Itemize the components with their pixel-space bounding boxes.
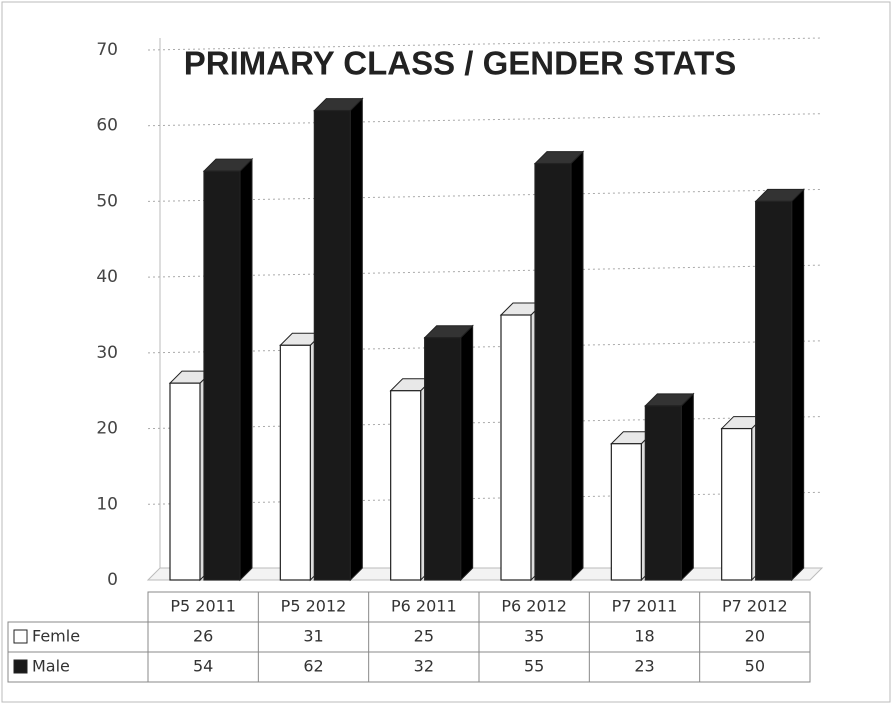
legend-label: Femle <box>32 627 80 646</box>
legend-label: Male <box>32 657 70 676</box>
table-value: 54 <box>193 657 213 676</box>
y-tick-label: 0 <box>107 570 118 590</box>
grid-line <box>147 264 823 278</box>
bar-side <box>570 150 584 582</box>
grid-line <box>147 188 823 202</box>
table-value: 62 <box>303 657 323 676</box>
table-value: 26 <box>193 627 213 646</box>
legend-swatch <box>13 629 28 644</box>
bar-side <box>460 324 474 582</box>
x-tick-label: P7 2011 <box>612 597 678 616</box>
y-tick-label: 60 <box>96 116 118 136</box>
bar-side <box>791 188 805 582</box>
bar <box>610 443 642 581</box>
x-tick-label: P7 2012 <box>722 597 788 616</box>
table-value: 50 <box>745 657 765 676</box>
bar <box>279 344 311 581</box>
y-tick-label: 50 <box>96 191 118 211</box>
table-value: 32 <box>414 657 434 676</box>
x-tick-label: P6 2011 <box>391 597 457 616</box>
bar <box>424 337 462 581</box>
table-value: 35 <box>524 627 544 646</box>
table-value: 55 <box>524 657 544 676</box>
bar <box>203 170 241 581</box>
bar <box>534 162 572 581</box>
y-tick-label: 10 <box>96 494 118 514</box>
y-tick-label: 20 <box>96 419 118 439</box>
bar <box>390 390 422 581</box>
x-tick-label: P5 2011 <box>170 597 236 616</box>
grid-line <box>147 113 823 127</box>
chart-title: PRIMARY CLASS / GENDER STATS <box>184 45 737 82</box>
y-tick-label: 70 <box>96 40 118 60</box>
bar <box>313 109 351 581</box>
bar <box>721 427 753 581</box>
legend-swatch <box>13 659 28 674</box>
y-tick-label: 40 <box>96 267 118 287</box>
bar-side <box>239 157 253 582</box>
table-value: 23 <box>634 657 654 676</box>
bar-side <box>349 97 363 582</box>
bar <box>500 314 532 581</box>
x-tick-label: P6 2012 <box>501 597 567 616</box>
grid-line <box>147 37 823 51</box>
x-tick-label: P5 2012 <box>281 597 347 616</box>
table-value: 18 <box>634 627 654 646</box>
bar <box>755 200 793 581</box>
bar <box>644 405 682 581</box>
grid-line <box>147 340 823 354</box>
bar-side <box>680 392 694 582</box>
grid-line <box>147 416 823 430</box>
table-value: 31 <box>303 627 323 646</box>
table-value: 20 <box>745 627 765 646</box>
y-tick-label: 30 <box>96 343 118 363</box>
grid-line <box>147 491 823 505</box>
bar <box>169 382 201 581</box>
table-value: 25 <box>414 627 434 646</box>
